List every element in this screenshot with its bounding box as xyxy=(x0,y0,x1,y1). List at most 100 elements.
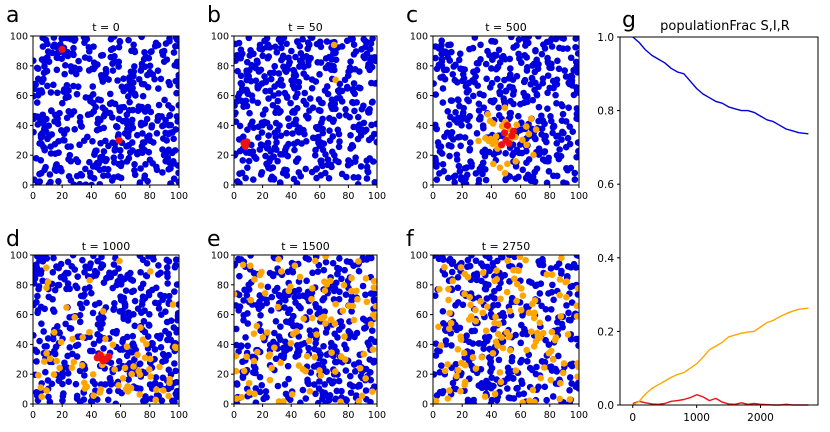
x-tick-label: 40 xyxy=(85,410,97,421)
recovered-point xyxy=(355,397,363,404)
susceptible-point xyxy=(481,166,489,173)
recovered-point xyxy=(433,397,440,404)
recovered-point xyxy=(63,304,70,311)
susceptible-point xyxy=(83,299,90,306)
susceptible-point xyxy=(494,75,501,83)
recovered-point xyxy=(496,164,504,171)
susceptible-point xyxy=(249,118,256,125)
susceptible-point xyxy=(90,59,98,67)
susceptible-point xyxy=(359,282,367,290)
susceptible-point xyxy=(34,65,42,72)
y-tick-label: 20 xyxy=(217,370,229,381)
recovered-point xyxy=(512,367,520,374)
recovered-point xyxy=(139,336,147,343)
susceptible-point xyxy=(239,372,247,380)
susceptible-point xyxy=(322,258,330,266)
susceptible-point xyxy=(544,89,551,97)
susceptible-point xyxy=(174,118,179,125)
susceptible-point xyxy=(125,376,132,383)
susceptible-point xyxy=(266,123,274,131)
susceptible-point xyxy=(50,308,58,315)
susceptible-point xyxy=(552,91,559,99)
x-tick-label: 0 xyxy=(629,412,636,424)
susceptible-point xyxy=(435,142,443,150)
recovered-point xyxy=(265,353,272,360)
recovered-point xyxy=(525,130,533,138)
susceptible-point xyxy=(457,142,464,150)
susceptible-point xyxy=(305,344,312,352)
susceptible-point xyxy=(495,46,503,54)
infected-point xyxy=(58,45,66,54)
susceptible-point xyxy=(369,158,377,165)
susceptible-point xyxy=(538,112,545,120)
susceptible-point xyxy=(100,345,107,352)
susceptible-point xyxy=(373,79,377,87)
recovered-point xyxy=(530,343,538,350)
susceptible-point xyxy=(172,390,179,398)
susceptible-point xyxy=(33,331,37,339)
susceptible-point xyxy=(268,173,276,181)
susceptible-point xyxy=(119,336,127,343)
susceptible-point xyxy=(352,48,360,55)
susceptible-point xyxy=(272,355,280,363)
recovered-point xyxy=(477,298,484,305)
susceptible-point xyxy=(356,381,363,389)
recovered-point xyxy=(119,375,127,382)
susceptible-point xyxy=(237,342,245,349)
susceptible-point xyxy=(314,125,322,133)
recovered-point xyxy=(259,334,267,341)
x-tick-label: 80 xyxy=(342,410,354,421)
susceptible-point xyxy=(248,92,256,99)
recovered-point xyxy=(564,331,572,338)
susceptible-point xyxy=(350,41,358,48)
recovered-point xyxy=(455,367,462,374)
susceptible-point xyxy=(87,289,95,297)
susceptible-point xyxy=(269,101,277,109)
recovered-point xyxy=(504,160,511,168)
susceptible-point xyxy=(167,180,174,185)
susceptible-point xyxy=(160,47,168,55)
susceptible-point xyxy=(256,292,264,299)
susceptible-point xyxy=(244,320,252,327)
recovered-point xyxy=(573,302,579,310)
recovered-point xyxy=(536,319,544,327)
susceptible-point xyxy=(502,150,509,157)
recovered-point xyxy=(489,140,497,148)
susceptible-point xyxy=(350,361,358,368)
recovered-point xyxy=(454,346,462,353)
susceptible-point xyxy=(257,171,265,178)
susceptible-point xyxy=(131,356,138,363)
recovered-point xyxy=(234,367,240,375)
recovered-point xyxy=(547,376,555,384)
susceptible-point xyxy=(105,272,113,279)
susceptible-point xyxy=(572,58,579,66)
recovered-point xyxy=(308,314,316,322)
recovered-point xyxy=(40,358,48,365)
recovered-point xyxy=(350,316,358,324)
susceptible-point xyxy=(574,255,579,259)
susceptible-point xyxy=(436,369,444,376)
susceptible-point xyxy=(521,51,528,59)
susceptible-point xyxy=(277,132,285,139)
susceptible-point xyxy=(101,71,108,79)
recovered-point xyxy=(69,335,76,343)
susceptible-point xyxy=(39,255,47,262)
susceptible-point xyxy=(531,86,538,94)
susceptible-point xyxy=(459,301,467,309)
susceptible-point xyxy=(234,93,242,101)
susceptible-point xyxy=(274,157,281,165)
susceptible-point xyxy=(75,57,82,65)
recovered-point xyxy=(491,277,499,285)
susceptible-point xyxy=(317,107,324,115)
susceptible-point xyxy=(366,106,373,113)
susceptible-point xyxy=(535,258,542,265)
susceptible-point xyxy=(73,90,81,98)
y-tick-label: 0 xyxy=(422,400,428,411)
recovered-point xyxy=(44,278,52,286)
recovered-point xyxy=(548,328,556,336)
susceptible-point xyxy=(252,399,260,404)
susceptible-point xyxy=(555,65,563,73)
susceptible-point xyxy=(436,148,444,155)
susceptible-point xyxy=(245,157,253,165)
recovered-point xyxy=(247,296,255,304)
